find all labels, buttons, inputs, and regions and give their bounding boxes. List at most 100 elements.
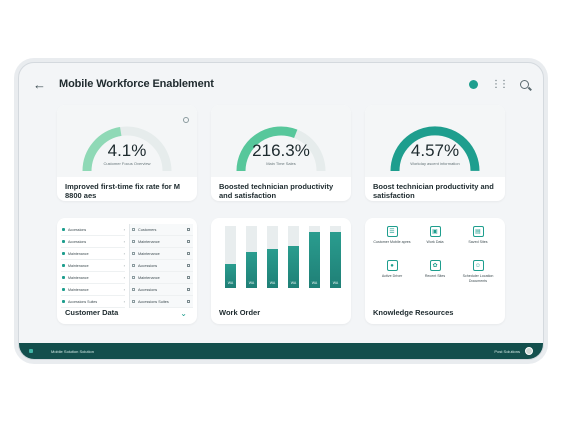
kpi-card-first-time-fix[interactable]: 4.1% Customer Focus Overview Improved fi… (57, 105, 197, 201)
knowledge-item[interactable]: ▣ Work Data (414, 226, 456, 245)
avatar[interactable] (525, 347, 533, 355)
chevron-right-icon: › (123, 251, 125, 256)
list-item-label: Accessions (68, 239, 87, 244)
kpi-caption: Improved first-time fix rate for M 8800 … (65, 182, 181, 200)
search-icon[interactable] (520, 79, 529, 89)
list-item[interactable]: Accessions Suites › (61, 296, 125, 308)
kpi-card-satisfaction[interactable]: 4.57% Workday ascent information Boost t… (365, 105, 505, 201)
checkbox[interactable] (132, 300, 135, 303)
kpi-subtitle: Main Time Sales (266, 161, 296, 166)
bullet-icon (62, 240, 65, 243)
knowledge-item[interactable]: ▤ Saved Sites (457, 226, 499, 245)
bar-5[interactable]: WA (309, 226, 320, 288)
kpi-subtitle: Customer Focus Overview (103, 161, 151, 166)
knowledge-item-label: Work Data (426, 240, 444, 244)
bar-fill (246, 252, 257, 288)
kpi-caption: Boosted technician productivity and sati… (219, 182, 334, 200)
bar-2[interactable]: WA (246, 226, 257, 288)
gauge-arc (390, 126, 480, 172)
kpi-caption: Boost technician productivity and satisf… (373, 182, 494, 200)
gauge-area: 4.1% Customer Focus Overview (57, 105, 197, 177)
knowledge-resources-card[interactable]: ☰ Customer Mobile apres ▣ Work Data ▤ Saved S… (365, 218, 505, 324)
edit-icon[interactable] (187, 240, 190, 243)
more-vertical-icon[interactable]: ⋮⋮ (491, 78, 509, 90)
bullet-icon (62, 288, 65, 291)
list-item-label: Accessions Suites (138, 299, 169, 304)
card-title: Customer Data (65, 308, 119, 317)
edit-icon[interactable] (187, 300, 190, 303)
bar-fill (225, 264, 236, 288)
tablet-icon: ▣ (429, 226, 441, 237)
customer-list-left: Accessions › Accessions › Maintenance › Mai… (61, 224, 125, 308)
list-item-label: Maintenance (68, 287, 89, 292)
kpi-value: 4.1% (107, 141, 147, 160)
edit-icon[interactable] (187, 264, 190, 267)
gauge-arc (82, 127, 122, 172)
bar-fill (309, 232, 320, 288)
checkbox[interactable] (132, 240, 135, 243)
chevron-down-icon[interactable]: ⌄ (180, 309, 187, 318)
bar-1[interactable]: WA (225, 226, 236, 288)
bullet-icon (62, 300, 65, 303)
bar-6[interactable]: WA (330, 226, 341, 288)
knowledge-item-label: Recent Sites (424, 274, 446, 278)
lock-icon: ● (386, 260, 398, 271)
bar-label: WA (332, 281, 339, 285)
work-order-card[interactable]: WA WA WA WA WA WA Work Order (211, 218, 351, 324)
back-arrow-icon[interactable]: ← (33, 76, 46, 92)
list-item[interactable]: Accessions (130, 260, 193, 272)
list-item[interactable]: Accessions › (61, 236, 125, 248)
customer-list-right: Customers Maintenance Maintenance Access… (129, 224, 193, 308)
edit-icon[interactable] (187, 228, 190, 231)
bar-4[interactable]: WA (288, 226, 299, 288)
checkbox[interactable] (132, 288, 135, 291)
knowledge-item[interactable]: ☺ Scheduler Location Documents (457, 260, 499, 283)
list-item-label: Accessions Suites (68, 299, 98, 304)
list-item[interactable]: Maintenance (130, 236, 193, 248)
gear-icon: ✿ (429, 260, 441, 271)
list-item-label: Customers (138, 227, 157, 232)
list-item[interactable]: Accessions Suites (130, 296, 193, 308)
kpi-card-productivity[interactable]: 216.3% Main Time Sales Boosted technicia… (211, 105, 351, 201)
checkbox[interactable] (132, 252, 135, 255)
knowledge-grid: ☰ Customer Mobile apres ▣ Work Data ▤ Saved S… (371, 226, 499, 296)
knowledge-item[interactable]: ● Active Driver (371, 260, 413, 279)
knowledge-item-label: Active Driver (381, 274, 403, 278)
list-item-label: Accessions (68, 227, 87, 232)
gauge-area: 4.57% Workday ascent information (365, 105, 505, 177)
info-icon[interactable] (183, 117, 189, 123)
card-title: Work Order (219, 308, 261, 317)
app-logo-icon (29, 349, 33, 353)
checkbox[interactable] (132, 228, 135, 231)
bullet-icon (62, 228, 65, 231)
customer-data-card[interactable]: Accessions › Accessions › Maintenance › Mai… (57, 218, 197, 324)
list-item[interactable]: Accessions (130, 284, 193, 296)
list-item[interactable]: Maintenance › (61, 248, 125, 260)
list-item[interactable]: Maintenance › (61, 272, 125, 284)
list-item-label: Accessions (138, 263, 158, 268)
edit-icon[interactable] (187, 288, 190, 291)
list-item[interactable]: Customers (130, 224, 193, 236)
customer-list: Accessions › Accessions › Maintenance › Mai… (61, 224, 193, 308)
list-item[interactable]: Maintenance › (61, 284, 125, 296)
kpi-value: 4.57% (410, 141, 460, 160)
list-item[interactable]: Maintenance (130, 248, 193, 260)
knowledge-item[interactable]: ✿ Recent Sites (414, 260, 456, 279)
checkbox[interactable] (132, 276, 135, 279)
chevron-right-icon: › (123, 287, 125, 292)
list-item-label: Maintenance (68, 251, 89, 256)
app-screen: ← Mobile Workforce Enablement ⋮⋮ 4.1% Cu… (18, 62, 544, 360)
list-item[interactable]: Maintenance (130, 272, 193, 284)
checkbox[interactable] (132, 264, 135, 267)
status-dot-icon[interactable] (469, 79, 478, 89)
bar-label: WA (311, 281, 318, 285)
header-actions: ⋮⋮ (469, 79, 529, 90)
edit-icon[interactable] (187, 276, 190, 279)
bar-3[interactable]: WA (267, 226, 278, 288)
knowledge-item[interactable]: ☰ Customer Mobile apres (371, 226, 413, 245)
list-item[interactable]: Maintenance › (61, 260, 125, 272)
gauge-chart (236, 126, 326, 172)
tablet-frame: ← Mobile Workforce Enablement ⋮⋮ 4.1% Cu… (14, 58, 548, 364)
list-item[interactable]: Accessions › (61, 224, 125, 236)
edit-icon[interactable] (187, 252, 190, 255)
